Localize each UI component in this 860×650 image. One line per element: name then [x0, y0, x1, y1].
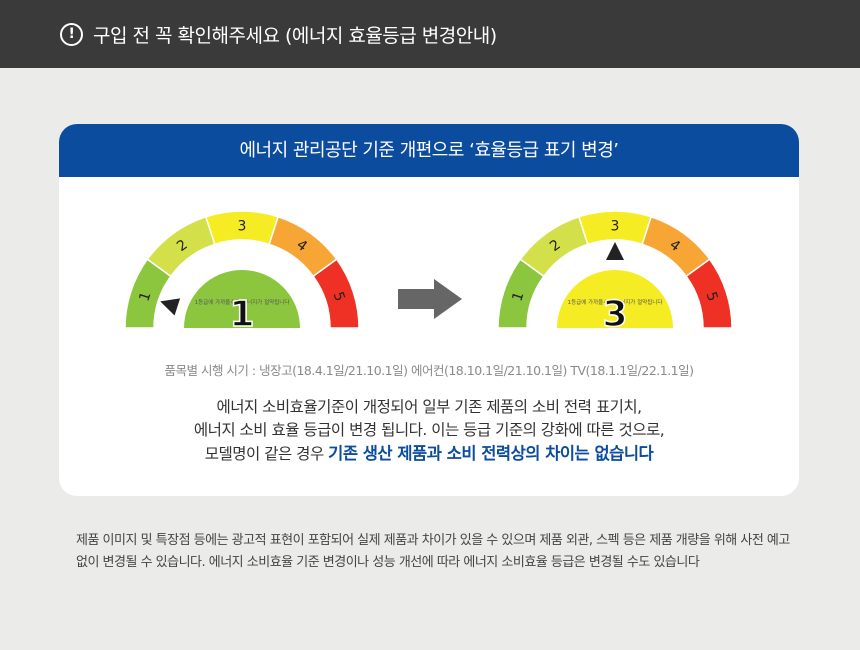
desc-emphasis: 기존 생산 제품과 소비 전력상의 차이는 없습니다 — [328, 444, 654, 463]
desc-line: 에너지 소비 효율 등급이 변경 됩니다. 이는 등급 기준의 강화에 따른 것… — [193, 421, 665, 439]
gauge-grade-number: 1 — [229, 294, 254, 332]
gauge-caption: 1등급에 가까울수록 에너지가 절약됩니다 — [568, 298, 663, 306]
gauge-segment-label: 3 — [238, 219, 247, 235]
footnote: 제품 이미지 및 특장점 등에는 광고적 표현이 포함되어 실제 제품과 차이가… — [76, 533, 790, 570]
card-heading: 에너지 관리공단 기준 개편으로 ‘효율등급 표기 변경’ — [59, 124, 799, 177]
desc-line: 모델명이 같은 경우 기존 생산 제품과 소비 전력상의 차이는 없습니다 — [59, 442, 799, 466]
gauge-grade-number: 3 — [602, 294, 627, 332]
pointer-icon — [160, 298, 181, 316]
gauge-segment-label: 3 — [611, 219, 620, 235]
gauge-center — [184, 270, 300, 328]
gauge-segment-5 — [312, 258, 360, 329]
pointer-icon — [606, 242, 624, 260]
desc-text: 모델명이 같은 경우 — [204, 445, 329, 463]
desc-line: 에너지 소비효율기준이 개정되어 일부 기존 제품의 소비 전력 표기치, — [216, 398, 642, 416]
gauge-segment-5 — [685, 258, 733, 329]
exclamation-circle-icon: ! — [60, 22, 83, 46]
gauge-center — [557, 270, 673, 328]
arrow-right-icon — [398, 279, 462, 319]
gauge-caption: 1등급에 가까울수록 에너지가 절약됩니다 — [195, 298, 290, 306]
period-text: 품목별 시행 시기 : 냉장고(18.4.1일/21.10.1일) 에어컨(18… — [164, 363, 694, 378]
notice-title: 구입 전 꼭 확인해주세요 (에너지 효율등급 변경안내) — [93, 24, 497, 47]
notice-bar: ! 구입 전 꼭 확인해주세요 (에너지 효율등급 변경안내) — [0, 0, 860, 68]
description: 에너지 소비효율기준이 개정되어 일부 기존 제품의 소비 전력 표기치, 에너… — [59, 396, 799, 466]
energy-grade-card: 에너지 관리공단 기준 개편으로 ‘효율등급 표기 변경’ 1 2 3 4 5 1등급에 … — [59, 124, 799, 496]
